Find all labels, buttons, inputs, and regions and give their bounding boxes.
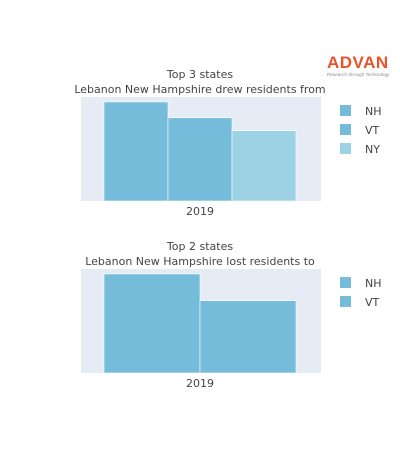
x-tick-label: 2019: [186, 377, 214, 390]
legend-label-ny[interactable]: NY: [365, 143, 380, 156]
x-tick-label: 2019: [186, 205, 214, 218]
chart-drew-from: Top 3 states Lebanon New Hampshire drew r…: [74, 68, 382, 218]
legend-label-vt[interactable]: VT: [365, 124, 380, 137]
legend-swatch-ny[interactable]: [340, 143, 351, 154]
legend-label-vt[interactable]: VT: [365, 296, 380, 309]
bar-ny[interactable]: [231, 130, 297, 202]
legend-swatch-nh[interactable]: [340, 105, 351, 116]
legend-label-nh[interactable]: NH: [365, 105, 382, 118]
legend-swatch-vt[interactable]: [340, 296, 351, 307]
chart-subtitle: Lebanon New Hampshire drew residents fro…: [74, 83, 325, 96]
legend-swatch-vt[interactable]: [340, 124, 351, 135]
chart-title: Top 3 states: [166, 68, 233, 81]
bar-nh[interactable]: [103, 273, 201, 374]
legend-swatch-nh[interactable]: [340, 277, 351, 288]
legend-label-nh[interactable]: NH: [365, 277, 382, 290]
logo-tagline: Research through Technology: [327, 72, 390, 77]
logo-wordmark: ADVAN: [327, 53, 389, 72]
chart-subtitle: Lebanon New Hampshire lost residents to: [85, 255, 315, 268]
advan-logo: ADVAN Research through Technology: [327, 54, 397, 78]
chart-lost-to: Top 2 states Lebanon New Hampshire lost r…: [81, 240, 382, 390]
chart-title: Top 2 states: [166, 240, 233, 253]
bar-nh[interactable]: [103, 101, 169, 202]
bar-vt[interactable]: [199, 300, 297, 374]
bar-vt[interactable]: [167, 117, 233, 202]
